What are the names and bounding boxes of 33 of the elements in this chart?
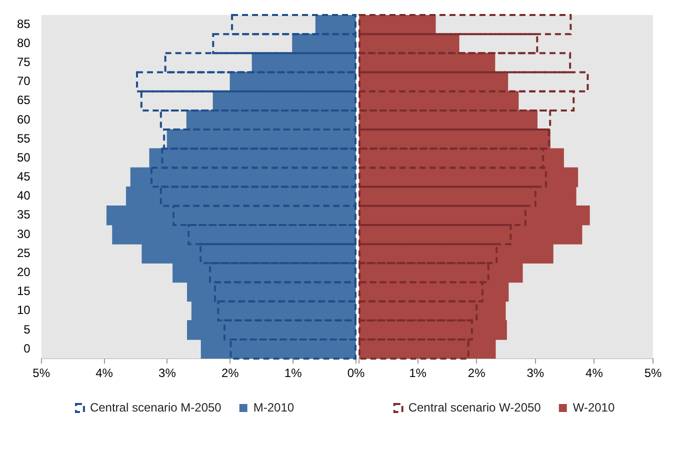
x-tick-label: 4% <box>586 366 604 380</box>
x-tick-label: 5% <box>32 366 50 380</box>
y-tick-label: 55 <box>16 131 31 146</box>
y-tick-label: 40 <box>16 188 31 203</box>
legend-label: W-2010 <box>572 400 615 414</box>
y-tick-label: 15 <box>16 284 31 298</box>
y-tick-label: 0 <box>24 341 31 356</box>
y-tick-label: 70 <box>16 74 31 88</box>
x-tick-label: 2% <box>468 366 486 380</box>
y-tick-label: 5 <box>24 322 31 336</box>
x-tick-label: 3% <box>158 366 176 380</box>
x-tick-label: 1% <box>409 366 427 380</box>
x-tick-label: 2% <box>221 366 240 380</box>
y-tick-label: 35 <box>16 208 31 222</box>
x-tick-label: 3% <box>526 366 544 380</box>
y-tick-label: 10 <box>16 303 31 318</box>
x-tick-label: 4% <box>96 366 114 380</box>
y-tick-label: 75 <box>16 55 31 70</box>
y-tick-label: 30 <box>16 226 31 241</box>
x-tick-label: 5% <box>644 366 662 380</box>
x-tick-label: 1% <box>284 366 302 380</box>
x-tick-label: 0% <box>347 366 365 380</box>
y-tick-label: 65 <box>16 93 31 108</box>
y-tick-label: 85 <box>16 16 31 31</box>
legend-label: M-2010 <box>253 400 294 414</box>
y-tick-label: 80 <box>16 36 31 50</box>
y-tick-label: 25 <box>16 246 31 260</box>
y-tick-label: 20 <box>16 265 31 280</box>
legend-label: Central scenario W-2050 <box>408 400 542 414</box>
legend-label: Central scenario M-2050 <box>90 400 222 414</box>
y-tick-label: 60 <box>16 112 31 126</box>
y-tick-label: 50 <box>16 150 31 164</box>
y-tick-label: 45 <box>16 170 31 184</box>
